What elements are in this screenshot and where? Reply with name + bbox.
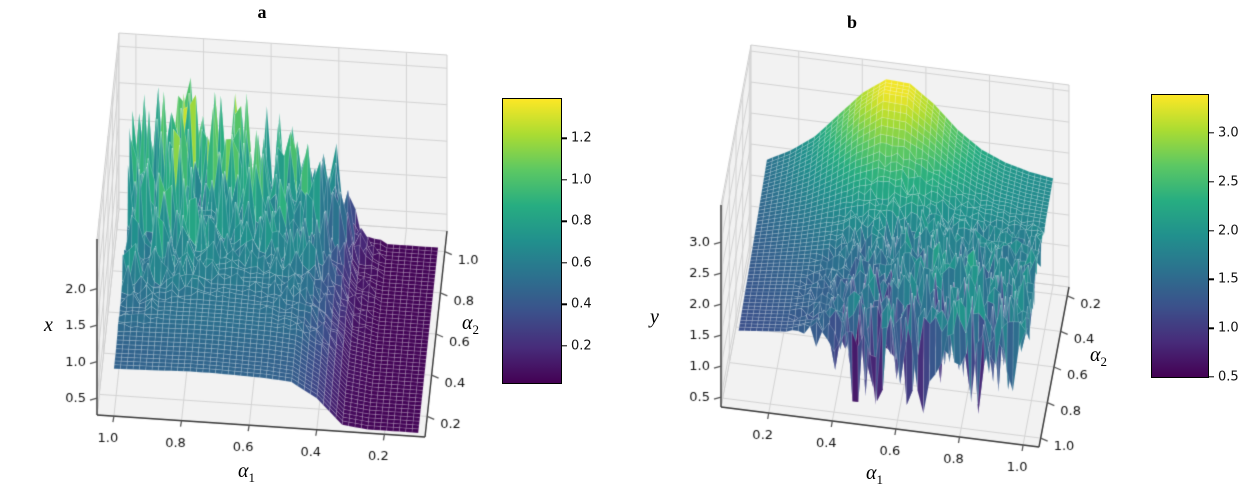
plot-a-alpha2-axis-label: α2 (462, 312, 479, 338)
colorbar-tick-label: 2.5 (1218, 174, 1239, 190)
colorbar-tick-label: 1.5 (1218, 271, 1239, 287)
alpha-subscript: 2 (1100, 354, 1108, 369)
alpha-subscript: 1 (876, 472, 884, 487)
colorbar-tick-label: 1.0 (1218, 320, 1239, 336)
colorbar-tick-label: 0.4 (571, 296, 592, 312)
colorbar-tick-mark (561, 303, 567, 305)
plot-a-alpha1-axis-label: α1 (238, 460, 255, 486)
colorbar-tick-label: 0.8 (571, 213, 592, 229)
plot-b-alpha2-axis-label: α2 (1090, 344, 1107, 370)
alpha-symbol: α (1090, 344, 1101, 366)
colorbar-tick-mark (1208, 327, 1214, 329)
colorbar-tick-mark (561, 344, 567, 347)
colorbar-tick-mark (561, 262, 567, 264)
plot-b-alpha1-axis-label: α1 (866, 462, 883, 488)
colorbar-tick-mark (561, 137, 567, 140)
alpha-symbol: α (462, 312, 473, 334)
colorbar-tick-mark (561, 179, 567, 181)
plot-b-z-axis-label: y (650, 306, 659, 328)
panel-b-title: b (846, 12, 858, 32)
alpha-symbol: α (238, 460, 249, 482)
colorbar-tick-label: 0.6 (571, 255, 592, 271)
panel-a-title: a (257, 2, 267, 22)
colorbar-tick-mark (1208, 229, 1214, 232)
colorbar-tick-label: 0.2 (571, 338, 592, 354)
alpha-subscript: 1 (248, 470, 256, 485)
colorbar-tick-label: 0.5 (1218, 369, 1239, 385)
colorbar-tick-label: 2.0 (1218, 223, 1239, 239)
colorbar-tick-label: 3.0 (1218, 125, 1239, 141)
colorbar-tick-mark (1208, 278, 1214, 281)
plot-a-z-axis-label: x (44, 314, 53, 336)
colorbar-tick-mark (1208, 132, 1214, 134)
colorbar-tick-mark (561, 220, 567, 222)
alpha-subscript: 2 (472, 322, 480, 337)
colorbar-tick-label: 1.0 (571, 172, 592, 188)
colorbar-b: 0.5 1.0 1.5 2.0 2.5 3.0 (1151, 94, 1239, 385)
colorbar-tick-label: 1.2 (571, 130, 592, 146)
alpha-symbol: α (866, 462, 877, 484)
colorbar-a: 0.2 0.4 0.6 0.8 1.0 1.2 (502, 98, 592, 384)
colorbar-tick-mark (1208, 181, 1214, 183)
colorbar-tick-mark (1208, 376, 1214, 378)
